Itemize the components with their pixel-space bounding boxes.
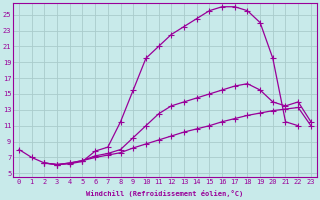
X-axis label: Windchill (Refroidissement éolien,°C): Windchill (Refroidissement éolien,°C) — [86, 190, 244, 197]
